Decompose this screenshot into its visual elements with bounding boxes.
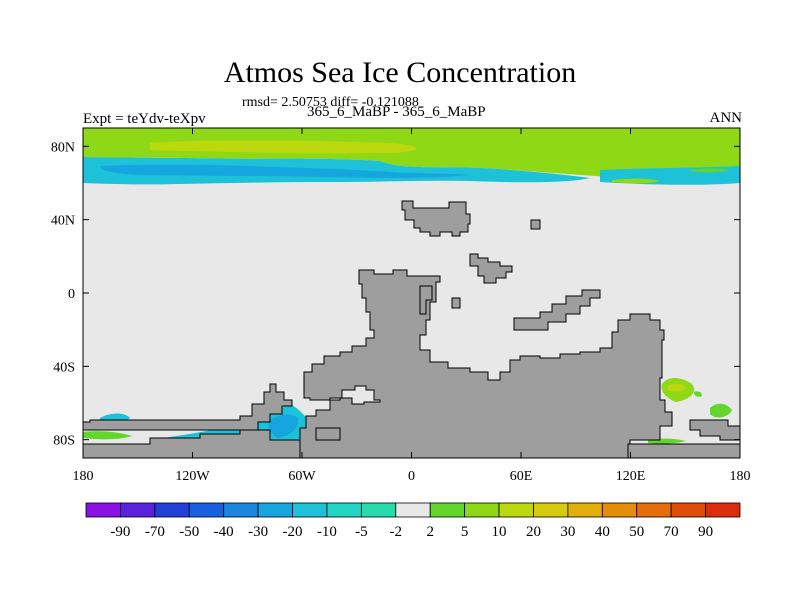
arctic-strong-negative bbox=[100, 164, 470, 178]
x-tick-label: 0 bbox=[408, 469, 415, 484]
colorbar-label: 30 bbox=[560, 524, 575, 540]
y-tick-label: 80S bbox=[53, 434, 75, 449]
colorbar-label: -90 bbox=[110, 524, 130, 540]
colorbar-swatch bbox=[498, 502, 534, 518]
case-label: 365_6_MaBP - 365_6_MaBP bbox=[307, 104, 486, 120]
colorbar-swatch bbox=[601, 502, 638, 518]
colorbar-label: 70 bbox=[664, 524, 679, 540]
y-tick-label: 0 bbox=[68, 287, 75, 302]
colorbar-label: 50 bbox=[629, 524, 644, 540]
arctic-anomaly-fields bbox=[83, 128, 740, 185]
x-tick-label: 60W bbox=[288, 469, 316, 484]
island-arc bbox=[513, 289, 601, 331]
land-masses bbox=[83, 200, 740, 458]
y-tick-label: 40S bbox=[53, 360, 75, 375]
main-continent bbox=[299, 269, 673, 458]
colorbar-label: 5 bbox=[461, 524, 469, 540]
east-antarctic-core bbox=[668, 383, 686, 392]
colorbar-swatch bbox=[223, 502, 259, 518]
season-label: ANN bbox=[709, 110, 743, 126]
colorbar-label: 20 bbox=[526, 524, 541, 540]
x-tick-label: 180 bbox=[730, 469, 751, 484]
y-tick-label: 80N bbox=[51, 140, 75, 155]
map-area bbox=[83, 128, 740, 458]
colorbar-label: -30 bbox=[248, 524, 268, 540]
east-antarctic-positive-4 bbox=[694, 391, 702, 397]
x-tick-label: 60E bbox=[510, 469, 533, 484]
colorbar-swatch bbox=[395, 502, 431, 518]
colorbar-swatch bbox=[567, 502, 603, 518]
antarctic-coast-east bbox=[627, 443, 740, 458]
colorbar-swatch bbox=[464, 502, 500, 518]
experiment-label: Expt = teYdv-teXpv bbox=[83, 111, 206, 127]
stats-line: rmsd= 2.50753 diff= -0.121088 bbox=[242, 95, 419, 110]
colorbar-label: -10 bbox=[317, 524, 337, 540]
colorbar-swatch bbox=[120, 502, 156, 518]
colorbar-label: -20 bbox=[283, 524, 303, 540]
y-axis: 80N 40N 0 40S 80S bbox=[51, 140, 740, 449]
colorbar-label: -40 bbox=[214, 524, 234, 540]
arctic-east-positive bbox=[612, 178, 660, 184]
colorbar-label: 90 bbox=[698, 524, 713, 540]
mid-latitude-island bbox=[469, 253, 513, 284]
colorbar-swatch bbox=[292, 502, 328, 518]
colorbar-swatch bbox=[533, 502, 569, 518]
antarctic-east-spur bbox=[689, 419, 740, 441]
ross-positive bbox=[83, 431, 132, 440]
colorbar-label: -50 bbox=[179, 524, 199, 540]
x-tick-label: 180 bbox=[73, 469, 94, 484]
north-continent bbox=[401, 200, 471, 237]
colorbar-label: -5 bbox=[355, 524, 368, 540]
x-tick-label: 120E bbox=[616, 469, 646, 484]
colorbar-label: 2 bbox=[426, 524, 434, 540]
colorbar-swatch bbox=[188, 502, 225, 518]
colorbar-swatch bbox=[636, 502, 672, 518]
x-axis: 180 120W 60W 0 60E 120E 180 bbox=[73, 128, 751, 484]
colorbar-swatch bbox=[85, 502, 121, 518]
weddell-strong-negative bbox=[268, 414, 299, 438]
inner-continent-lobe bbox=[419, 285, 433, 315]
colorbar-swatch bbox=[429, 502, 466, 518]
colorbar-swatch bbox=[705, 502, 741, 518]
colorbar-label: 40 bbox=[595, 524, 610, 540]
colorbar-swatch bbox=[154, 502, 190, 518]
arctic-lighter-band bbox=[150, 140, 417, 154]
antarctic-embayment-island bbox=[315, 427, 341, 441]
colorbar-swatch bbox=[257, 502, 293, 518]
y-tick-label: 40N bbox=[51, 214, 75, 229]
colorbar: -90 -70 -50 -40 -30 -20 -10 -5 -2 2 5 10 20 30 40 50 70 9… bbox=[85, 502, 741, 540]
colorbar-label: -70 bbox=[145, 524, 165, 540]
small-island-east bbox=[530, 219, 541, 230]
chart-title: Atmos Sea Ice Concentration bbox=[223, 56, 577, 89]
east-antarctic-positive-2 bbox=[710, 403, 732, 418]
colorbar-label: -2 bbox=[390, 524, 403, 540]
antarctic-west-coast bbox=[83, 429, 301, 458]
x-tick-label: 120W bbox=[175, 469, 210, 484]
colorbar-label: 10 bbox=[492, 524, 507, 540]
arctic-east-positive-small bbox=[690, 168, 730, 173]
colorbar-swatch bbox=[670, 502, 706, 518]
small-island-center bbox=[451, 297, 461, 309]
colorbar-swatch bbox=[326, 502, 362, 518]
colorbar-swatch bbox=[360, 502, 397, 518]
